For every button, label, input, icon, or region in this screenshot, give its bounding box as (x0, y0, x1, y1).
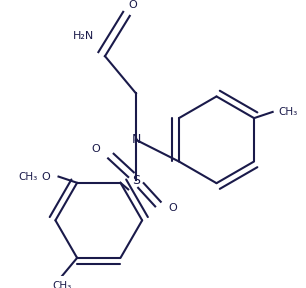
Text: CH₃: CH₃ (52, 281, 71, 288)
Text: H₂N: H₂N (73, 31, 94, 41)
Text: O: O (91, 144, 100, 154)
Text: CH₃: CH₃ (18, 172, 37, 182)
Text: O: O (42, 172, 50, 182)
Text: O: O (129, 0, 137, 10)
Text: CH₃: CH₃ (278, 107, 298, 117)
Text: S: S (132, 174, 140, 187)
Text: O: O (169, 203, 177, 213)
Text: N: N (131, 133, 141, 146)
